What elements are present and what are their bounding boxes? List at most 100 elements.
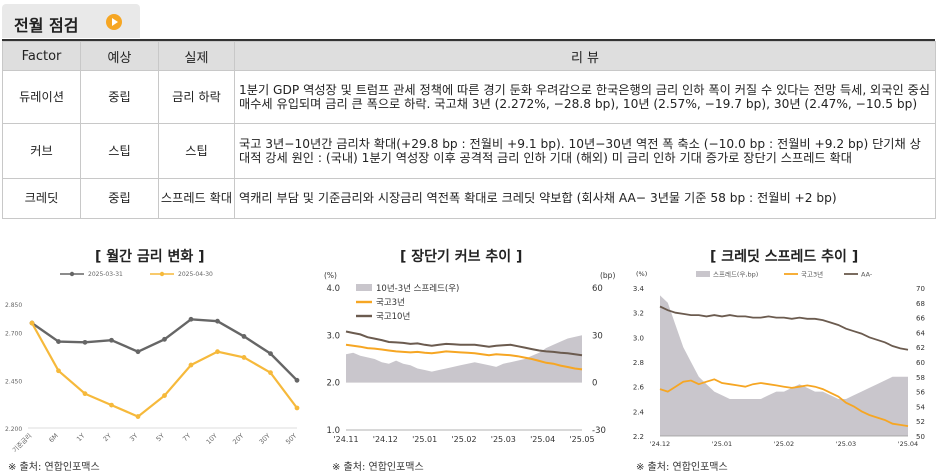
x-tick-label: 5Y xyxy=(155,432,166,443)
source-note: ※ 출처: 연합인포맥스 xyxy=(636,462,728,473)
curve-chart: [ 장단기 커브 추이 ] (%) (bp) 4.0 3.0 2.0 1.0 60 30 0 -3… xyxy=(312,240,622,473)
data-point xyxy=(215,349,220,355)
table-header-row: Factor 예상 실제 리 뷰 xyxy=(2,41,936,71)
actual-cell: 금리 하락 xyxy=(158,70,235,124)
x-tick-label: 3Y xyxy=(128,432,139,443)
right-tick-label: 52 xyxy=(916,418,925,426)
table-row: 커브 스팁 스팁 국고 3년−10년간 금리차 확대(+29.8 bp : 전월… xyxy=(2,123,936,179)
left-tick-label: 2.0 xyxy=(326,379,340,389)
right-tick-label: 56 xyxy=(916,389,925,397)
x-tick-label: '25.04 xyxy=(530,435,555,444)
data-point xyxy=(135,349,141,355)
data-point xyxy=(109,337,114,343)
x-tick-label: '25.02 xyxy=(774,440,794,448)
table-row: 듀레이션 중립 금리 하락 1분기 GDP 역성장 및 트럼프 관세 정책에 따… xyxy=(2,70,936,124)
data-point xyxy=(241,355,247,360)
right-tick-label: 60 xyxy=(916,359,925,367)
series-line xyxy=(345,343,583,371)
data-point xyxy=(162,336,167,342)
actual-cell: 스프레드 확대 xyxy=(158,178,235,219)
spread-area xyxy=(346,335,582,383)
x-tick-label: '25.01 xyxy=(712,440,732,448)
x-tick-label: '24.12 xyxy=(650,440,670,448)
review-table: Factor 예상 실제 리 뷰 듀레이션 중립 금리 하락 1분기 GDP 역… xyxy=(2,41,936,219)
legend-label: 2025-03-31 xyxy=(88,271,123,278)
right-tick-label: -30 xyxy=(592,426,606,436)
data-point xyxy=(109,402,114,408)
left-tick-label: 2.2 xyxy=(633,433,644,441)
y-tick-label: 2.200 xyxy=(5,426,22,433)
series-line xyxy=(31,318,298,382)
right-tick-label: 64 xyxy=(916,329,925,337)
data-point xyxy=(294,377,300,383)
right-tick-label: 68 xyxy=(916,300,925,308)
spread-area xyxy=(660,295,908,436)
data-point xyxy=(82,339,88,345)
data-point xyxy=(268,351,273,356)
x-tick-label: '25.05 xyxy=(569,435,594,444)
review-cell: 역캐리 부담 및 기준금리와 시장금리 역전폭 확대로 크레딧 약보합 (회사채… xyxy=(234,178,936,219)
factor-cell: 듀레이션 xyxy=(2,70,81,124)
y-tick-label: 2.850 xyxy=(5,302,22,309)
actual-cell: 스팁 xyxy=(158,123,235,179)
review-table-wrapper: Factor 예상 실제 리 뷰 듀레이션 중립 금리 하락 1분기 GDP 역… xyxy=(2,39,936,219)
left-tick-label: 3.2 xyxy=(633,310,644,318)
x-tick-label: 20Y xyxy=(231,432,245,446)
legend-label: 2025-04-30 xyxy=(178,271,213,278)
right-tick-label: 0 xyxy=(592,379,597,389)
review-cell: 국고 3년−10년간 금리차 확대(+29.8 bp : 전월비 +9.1 bp… xyxy=(234,123,936,179)
data-point xyxy=(82,391,88,397)
section-title: 전월 점검 xyxy=(14,16,79,35)
factor-cell: 커브 xyxy=(2,123,81,179)
x-tick-label: '24.12 xyxy=(373,435,398,444)
right-axis-unit: (bp) xyxy=(600,271,615,280)
legend-marker xyxy=(69,271,75,277)
section-tab: 전월 점검 xyxy=(2,4,140,38)
right-tick-label: 60 xyxy=(592,284,603,294)
series-line xyxy=(345,330,583,357)
legend-label: 스프레드(우,bp) xyxy=(713,270,758,279)
legend-label: 국고3년 xyxy=(376,297,405,308)
x-tick-label: '25.02 xyxy=(451,435,476,444)
data-point xyxy=(188,316,194,322)
x-tick-label: '24.11 xyxy=(333,435,358,444)
x-tick-label: '25.04 xyxy=(898,440,918,448)
right-tick-label: 30 xyxy=(592,331,603,341)
x-tick-label: '25.03 xyxy=(491,435,516,444)
header-actual: 실제 xyxy=(158,41,235,71)
factor-cell: 크레딧 xyxy=(2,178,81,219)
left-tick-label: 2.8 xyxy=(633,359,644,367)
play-circle-icon[interactable] xyxy=(106,14,122,30)
left-axis-unit: (%) xyxy=(636,270,647,278)
data-point xyxy=(241,334,247,339)
header-factor: Factor xyxy=(2,41,81,71)
data-point xyxy=(56,339,61,344)
legend-label: 국고3년 xyxy=(801,270,823,279)
monthly-rate-chart: [ 월간 금리 변화 ] 2.850 2.700 2.450 2.200 기준금리 6M 1… xyxy=(0,240,310,473)
left-axis-unit: (%) xyxy=(324,271,337,280)
x-tick-label: 7Y xyxy=(181,432,192,443)
right-tick-label: 50 xyxy=(916,433,925,441)
legend-label: AA- xyxy=(861,271,873,279)
legend-label: 10년-3년 스프레드(우) xyxy=(376,283,459,294)
right-tick-label: 62 xyxy=(916,344,925,352)
chart-title: [ 월간 금리 변화 ] xyxy=(95,249,205,265)
data-point xyxy=(215,318,220,324)
legend-swatch xyxy=(696,271,710,277)
right-tick-label: 66 xyxy=(916,315,925,323)
table-row: 크레딧 중립 스프레드 확대 역캐리 부담 및 기준금리와 시장금리 역전폭 확… xyxy=(2,178,936,219)
left-tick-label: 1.0 xyxy=(326,426,340,436)
x-tick-label: 기준금리 xyxy=(10,431,33,454)
series-line xyxy=(659,378,909,427)
chart-title: [ 장단기 커브 추이 ] xyxy=(400,249,523,265)
left-tick-label: 2.4 xyxy=(633,408,645,416)
credit-spread-svg: (%) 3.4 3.2 3.0 2.8 2.6 2.4 2.2 70 68 66 64 62 60 58 56… xyxy=(633,270,926,449)
expected-cell: 중립 xyxy=(80,178,159,219)
source-note: ※ 출처: 연합인포맥스 xyxy=(8,462,100,473)
left-tick-label: 3.0 xyxy=(326,331,340,341)
y-tick-label: 2.450 xyxy=(5,378,22,385)
legend-label: 국고10년 xyxy=(376,311,410,322)
x-tick-label: 30Y xyxy=(258,432,272,446)
data-point xyxy=(56,368,61,374)
